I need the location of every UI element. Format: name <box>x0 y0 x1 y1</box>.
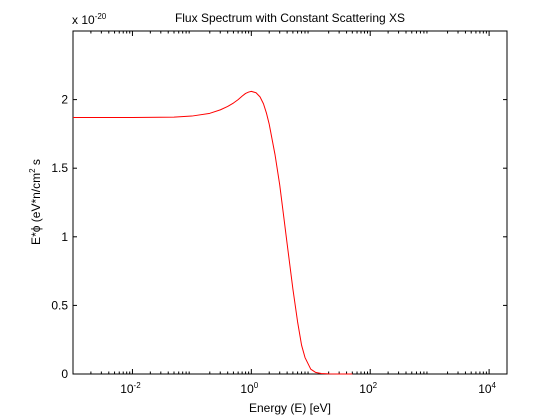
y-multiplier-exponent: -20 <box>95 12 107 21</box>
y-axis-label: E*ϕ (eV*n/cm2 s <box>28 159 43 245</box>
series-line-0 <box>73 90 353 375</box>
y-tick-label: 0.5 <box>51 298 68 312</box>
series-lines <box>73 90 353 375</box>
chart-title: Flux Spectrum with Constant Scattering X… <box>175 11 405 25</box>
x-tick-labels: 10-2 100 102 104 <box>120 381 496 396</box>
y-tick-label: 2 <box>61 93 68 107</box>
y-tick-label: 0 <box>61 367 68 381</box>
y-axis-label-main: E*ϕ (eV*n/cm <box>29 173 43 245</box>
tick-marks <box>73 31 507 375</box>
x-tick-label: 102 <box>359 381 377 396</box>
plot-area <box>72 30 508 375</box>
x-tick-label: 10-2 <box>120 381 141 396</box>
y-multiplier: x 10-20 <box>72 12 107 27</box>
x-tick-label: 104 <box>478 381 496 396</box>
x-axis-label: Energy (E) [eV] <box>249 401 331 415</box>
y-axis-label-superscript: 2 <box>28 168 37 173</box>
y-axis-label-tail: s <box>29 159 43 168</box>
y-tick-label: 1.5 <box>51 161 68 175</box>
y-tick-labels: 0 0.5 1 1.5 2 <box>51 93 68 381</box>
y-tick-label: 1 <box>61 230 68 244</box>
y-multiplier-base: x 10 <box>72 13 95 27</box>
x-tick-label: 100 <box>240 381 258 396</box>
